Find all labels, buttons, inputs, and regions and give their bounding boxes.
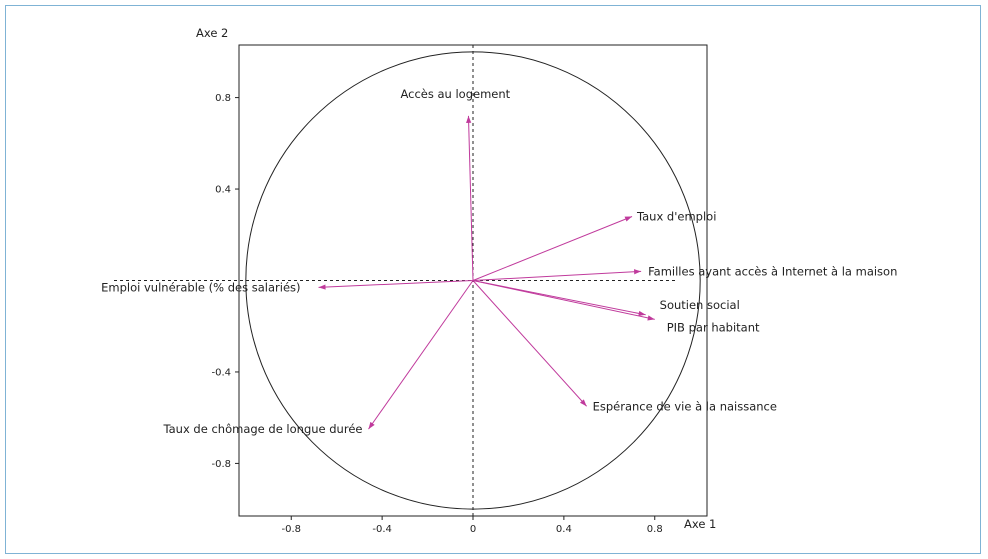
variable-arrowhead bbox=[638, 310, 646, 316]
x-tick-label: 0.8 bbox=[647, 524, 663, 535]
figure-frame: -0.8 -0.4 0 0.4 0.8 0.8 0.4 -0.4 -0.8 Accès au … bbox=[5, 5, 981, 554]
variable-arrows bbox=[318, 115, 655, 430]
y-tick-label: -0.8 bbox=[211, 459, 231, 470]
y-axis-ticks: 0.8 0.4 -0.4 -0.8 bbox=[211, 93, 239, 470]
variable-label: Espérance de vie à la naissance bbox=[593, 399, 777, 413]
y-tick-label: 0.8 bbox=[215, 93, 231, 104]
y-tick-label: 0.4 bbox=[215, 185, 231, 196]
variable-label: Soutien social bbox=[660, 298, 740, 312]
variable-arrow bbox=[472, 270, 642, 281]
variable-arrow bbox=[472, 280, 655, 320]
variable-label: Emploi vulnérable (% des salariés) bbox=[101, 280, 300, 294]
x-tick-label: -0.8 bbox=[281, 524, 301, 535]
variable-arrow bbox=[472, 280, 587, 407]
variable-arrowhead bbox=[368, 421, 375, 430]
variable-arrow bbox=[368, 280, 474, 430]
variable-arrowhead bbox=[318, 284, 326, 290]
variable-arrow bbox=[467, 115, 474, 281]
variable-arrowhead bbox=[579, 399, 587, 407]
y-tick-label: -0.4 bbox=[211, 367, 231, 378]
variable-arrowhead bbox=[647, 315, 655, 321]
variable-label: Accès au logement bbox=[400, 87, 510, 101]
variable-label: Familles ayant accès à Internet à la mai… bbox=[648, 264, 897, 278]
variable-label: Taux de chômage de longue durée bbox=[163, 422, 363, 436]
variable-arrow bbox=[318, 280, 474, 288]
variable-arrowhead bbox=[624, 216, 633, 222]
variable-arrowhead bbox=[466, 115, 472, 123]
x-tick-label: 0.4 bbox=[556, 524, 572, 535]
variable-label: Taux d'emploi bbox=[636, 209, 716, 223]
correlation-circle-chart: -0.8 -0.4 0 0.4 0.8 0.8 0.4 -0.4 -0.8 Accès au … bbox=[101, 26, 897, 535]
variable-arrowhead bbox=[633, 269, 642, 275]
x-tick-label: 0 bbox=[470, 524, 476, 535]
y-axis-label: Axe 2 bbox=[196, 26, 228, 40]
x-axis-label: Axe 1 bbox=[684, 517, 716, 531]
variable-label: PIB par habitant bbox=[667, 320, 760, 334]
variable-labels: Accès au logement Taux d'emploi Familles a… bbox=[101, 87, 897, 436]
x-tick-label: -0.4 bbox=[372, 524, 392, 535]
x-axis-ticks: -0.8 -0.4 0 0.4 0.8 bbox=[281, 516, 663, 535]
variable-arrow bbox=[472, 216, 633, 281]
